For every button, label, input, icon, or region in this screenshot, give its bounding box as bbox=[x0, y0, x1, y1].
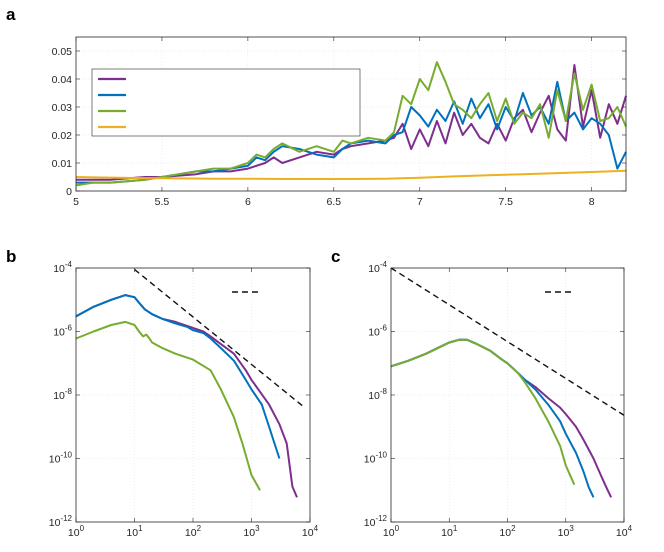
panel-a-legend bbox=[91, 68, 361, 137]
panel-c-ref-slope-line bbox=[390, 267, 625, 416]
panel-c-series bbox=[390, 267, 625, 498]
panel-a-ytick-label-5: 0.05 bbox=[52, 46, 73, 58]
panel-a-ytick-label-3: 0.03 bbox=[52, 102, 73, 114]
panel-b-line-case-1 bbox=[75, 294, 281, 459]
panel-a-xtick-label-2: 6 bbox=[245, 196, 251, 208]
panel-a-axes bbox=[75, 36, 627, 192]
panel-a-ytick-label-4: 0.04 bbox=[52, 74, 73, 86]
panel-c-ytick-label-1: 10-10 bbox=[364, 451, 388, 466]
panel-b-ref-slope-line bbox=[134, 268, 305, 408]
panel-a-xtick-label-5: 7.5 bbox=[498, 196, 513, 208]
panel-c-ytick-label-0: 10-12 bbox=[364, 514, 388, 529]
panel-a-line-case-2 bbox=[75, 61, 627, 187]
panel-b-ytick-label-3: 10-6 bbox=[53, 324, 72, 339]
panel-a-ticks: 5 5.5 6 6.5 7 7.5 8 0 0.01 0.02 0.03 0.04 0.05 bbox=[52, 37, 626, 208]
panel-letter-a: a bbox=[6, 5, 16, 24]
panel-b-grid bbox=[76, 268, 310, 522]
panel-a-line-case-3 bbox=[75, 169, 627, 180]
panel-c-ytick-label-4: 10-4 bbox=[368, 260, 387, 275]
panel-a-ytick-label-0: 0 bbox=[66, 186, 72, 198]
panel-c-line-case-2 bbox=[390, 338, 576, 486]
panel-letter-c: c bbox=[331, 247, 340, 266]
panel-c-ticks: 100 101 102 103 104 10-12 10-10 10-8 10-6 10-4 bbox=[364, 260, 633, 539]
panel-a-series bbox=[75, 61, 627, 187]
panel-b-ytick-label-4: 10-4 bbox=[53, 260, 72, 275]
panel-c-line-case-0 bbox=[390, 338, 613, 498]
panel-b-ytick-label-1: 10-10 bbox=[49, 451, 73, 466]
panel-a-xtick-label-1: 5.5 bbox=[155, 196, 170, 208]
panel-a-axes-box bbox=[75, 36, 627, 192]
panel-c-xtick-label-3: 103 bbox=[558, 524, 575, 539]
panel-a-ytick-label-1: 0.01 bbox=[52, 158, 73, 170]
panel-a-reconnection-rate: 5 5.5 6 6.5 7 7.5 8 0 0.01 0.02 0.03 0.04 0.05 bbox=[52, 36, 627, 208]
panel-b-current-sheet: 100 101 102 103 104 10-12 10-10 10-8 10-6 10-4 bbox=[49, 260, 319, 539]
legend-box bbox=[91, 68, 361, 137]
panel-b-xtick-label-0: 100 bbox=[68, 524, 85, 539]
panel-a-line-case-1 bbox=[76, 80, 627, 184]
panel-b-ref-legend bbox=[232, 291, 262, 293]
panel-c-ref-legend bbox=[545, 291, 575, 293]
panel-c-ytick-label-2: 10-8 bbox=[368, 387, 387, 402]
panel-b-xtick-label-4: 104 bbox=[302, 524, 319, 539]
panel-a-ytick-label-2: 0.02 bbox=[52, 130, 73, 142]
panel-c-loop-top: 100 101 102 103 104 10-12 10-10 10-8 10-6 10-4 bbox=[364, 260, 633, 539]
panel-a-xtick-label-3: 6.5 bbox=[327, 196, 342, 208]
panel-b-xtick-label-1: 101 bbox=[126, 524, 143, 539]
panel-b-xtick-label-3: 103 bbox=[243, 524, 260, 539]
panel-b-ticks: 100 101 102 103 104 10-12 10-10 10-8 10-6 10-4 bbox=[49, 260, 319, 539]
panel-c-xtick-label-0: 100 bbox=[383, 524, 400, 539]
panel-b-ytick-label-2: 10-8 bbox=[53, 387, 72, 402]
panel-b-series bbox=[75, 268, 305, 498]
panel-a-xtick-label-0: 5 bbox=[73, 196, 79, 208]
panel-c-xtick-label-1: 101 bbox=[441, 524, 458, 539]
panel-b-ytick-label-0: 10-12 bbox=[49, 514, 73, 529]
panel-c-xtick-label-4: 104 bbox=[616, 524, 633, 539]
panel-c-grid bbox=[391, 268, 624, 522]
panel-c-ytick-label-3: 10-6 bbox=[368, 324, 387, 339]
panel-a-xtick-label-6: 8 bbox=[589, 196, 595, 208]
panel-c-xtick-label-2: 102 bbox=[499, 524, 516, 539]
panel-a-xtick-label-4: 7 bbox=[417, 196, 423, 208]
panel-c-line-case-1 bbox=[390, 338, 595, 498]
panel-b-xtick-label-2: 102 bbox=[185, 524, 202, 539]
panel-b-line-case-2 bbox=[75, 320, 261, 491]
panel-letter-b: b bbox=[6, 247, 16, 266]
